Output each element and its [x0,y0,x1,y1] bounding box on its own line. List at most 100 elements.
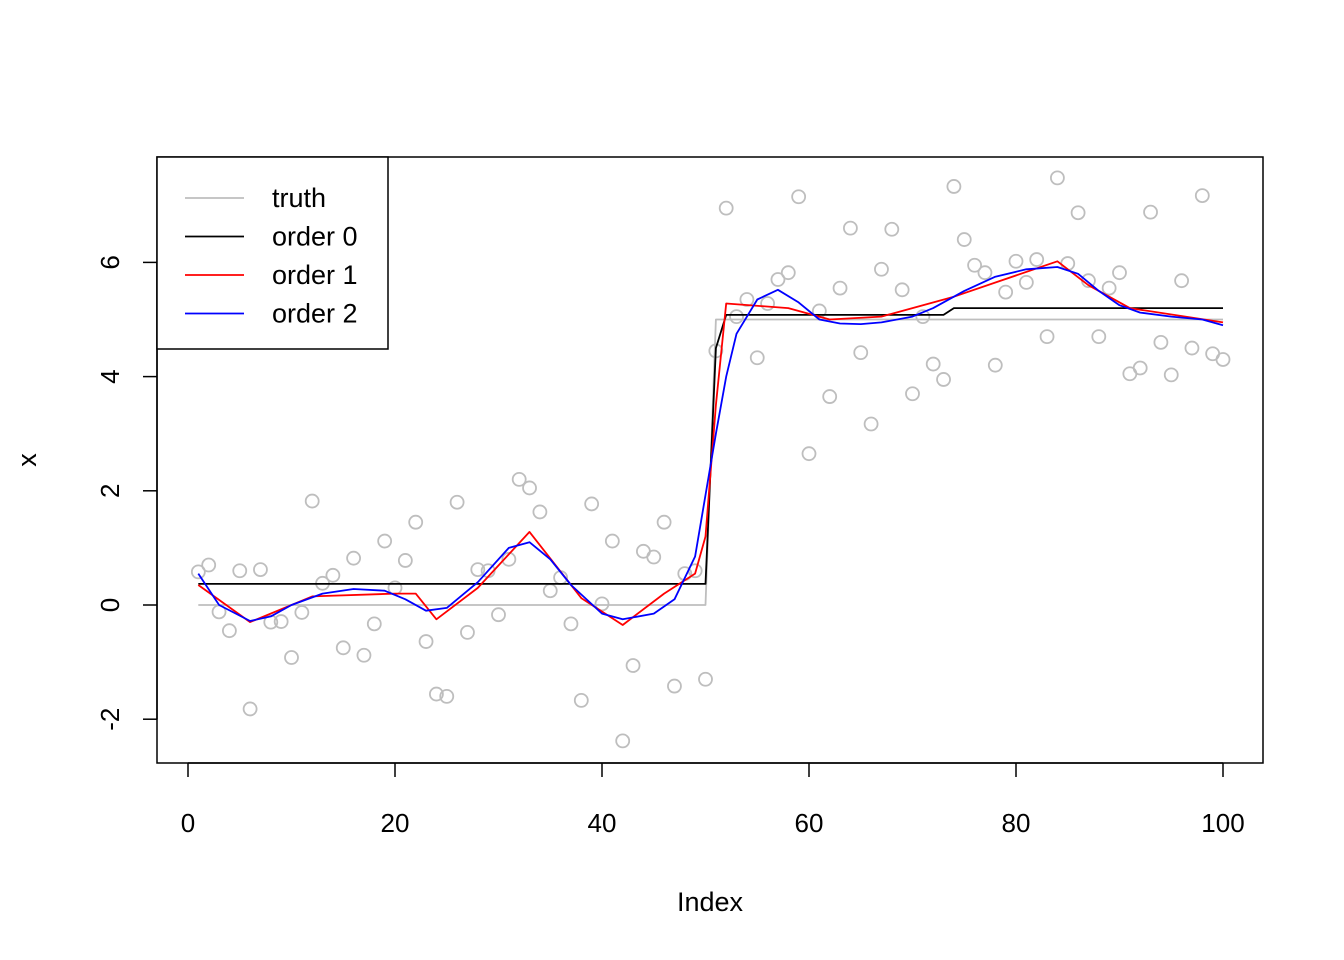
data-point [397,553,413,568]
legend-box [156,156,389,350]
data-point [604,533,620,549]
data-point [242,701,258,717]
data-point [1174,273,1189,289]
x-axis-label: Index [677,887,744,917]
data-point [542,583,558,599]
data-point [460,625,475,640]
data-point [449,494,465,510]
data-point [1050,170,1065,186]
data-point [1018,274,1034,290]
data-point [905,386,920,402]
data-point [967,257,982,273]
data-point [1008,253,1024,269]
data-point [1132,360,1148,376]
legend-label: order 2 [272,299,358,329]
data-point [522,480,537,496]
x-axis: 0 20 40 60 80 100 [181,762,1245,838]
data-point [1215,352,1231,367]
legend-label: truth [272,183,326,213]
series-line-order-1 [197,260,1224,626]
x-tick-label: 80 [1002,808,1031,838]
data-point [232,563,248,579]
data-point [729,309,744,325]
data-point [304,493,320,509]
y-tick-label: 0 [95,598,125,612]
series-lines-layer [197,260,1224,626]
data-point [408,514,424,530]
y-tick-label: 2 [95,484,125,498]
data-point [987,357,1003,373]
data-point [439,688,455,704]
data-point [1194,188,1210,203]
data-point [428,686,444,702]
data-point [770,272,786,287]
data-point [822,389,838,404]
data-point [863,416,879,432]
x-tick-label: 20 [381,808,410,838]
data-point [511,471,527,487]
data-point [594,596,610,612]
data-point [190,564,206,580]
series-line-order-0 [198,307,1223,585]
data-point [884,221,900,237]
data-point [977,265,993,281]
legend-label: order 0 [272,222,358,252]
data-point [584,496,600,512]
data-point [201,557,217,573]
data-point [936,372,951,387]
data-point [377,533,393,549]
data-point [956,232,972,247]
data-point [874,261,889,277]
data-point [346,550,362,566]
data-point [801,446,817,462]
legend-items: truth order 0 order 1 order 2 [185,183,358,329]
data-point [1184,340,1200,356]
data-point [1029,252,1045,267]
data-point [335,640,351,656]
data-points-layer [190,170,1231,749]
y-tick-label: 4 [95,369,125,383]
data-point [563,616,579,632]
data-point [925,356,941,372]
x-tick-label: 40 [588,808,617,838]
data-point [273,614,289,629]
data-point [615,733,631,749]
data-point [832,280,848,296]
data-point [1039,329,1055,345]
data-point [491,607,506,623]
data-point [760,296,775,311]
y-tick-label: 6 [95,255,125,269]
data-point [946,179,962,194]
data-point [470,562,486,577]
y-axis: -2 0 2 4 6 [95,255,158,731]
data-point [501,551,517,567]
data-point [1070,205,1086,221]
data-point [894,282,910,298]
data-point [284,650,299,665]
data-point [625,658,641,673]
data-point [221,623,237,639]
data-point [294,605,310,620]
data-point [532,504,548,520]
data-point [418,634,434,649]
data-point [853,345,869,361]
data-point [667,678,682,694]
data-point [1143,204,1158,220]
data-point [698,671,713,687]
x-tick-label: 100 [1201,808,1244,838]
data-point [780,265,796,281]
data-point [356,647,372,663]
data-point [749,350,765,366]
data-point [1091,329,1107,345]
y-axis-label: x [12,453,42,467]
data-point [718,200,734,216]
x-tick-label: 60 [795,808,824,838]
data-point [253,562,268,577]
data-point [915,309,931,325]
x-tick-label: 0 [181,808,195,838]
series-line-order-2 [197,266,1224,622]
data-point [1153,334,1169,350]
legend-label: order 1 [272,260,358,290]
data-point [573,692,589,708]
